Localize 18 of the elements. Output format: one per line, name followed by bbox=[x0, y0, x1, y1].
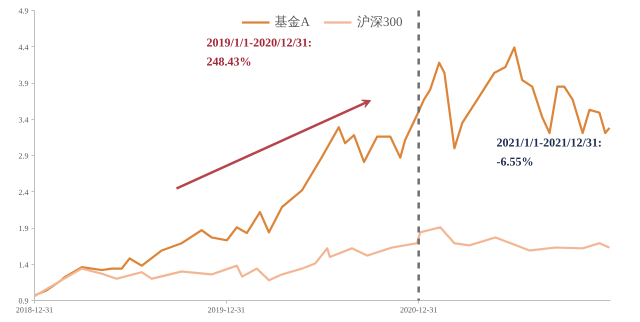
y-tick-label: 2.4 bbox=[18, 188, 28, 197]
legend-label: 沪深300 bbox=[356, 13, 402, 31]
y-tick-label: 2.9 bbox=[18, 152, 28, 160]
x-tick-label: 2018-12-31 bbox=[16, 306, 54, 314]
y-tick-label: 3.4 bbox=[18, 115, 28, 124]
annotation: 2021/1/1-2021/12/31: -6.55% bbox=[496, 136, 602, 168]
y-tick-label: 3.9 bbox=[18, 79, 28, 88]
x-tick-label: 2020-12-31 bbox=[400, 306, 438, 314]
annotation: 2019/1/1-2020/12/31: 248.43% bbox=[206, 36, 312, 68]
x-tick-label: 2019-12-31 bbox=[208, 306, 245, 314]
y-tick-label: 1.4 bbox=[18, 260, 28, 270]
y-tick-label: 1.9 bbox=[18, 224, 28, 233]
legend-label: 基金A bbox=[274, 13, 310, 31]
y-tick-label: 4.4 bbox=[18, 42, 28, 52]
line-series bbox=[34, 226, 610, 298]
y-tick-label: 0.9 bbox=[18, 296, 28, 306]
line-series bbox=[34, 46, 610, 297]
y-tick-label: 4.9 bbox=[18, 6, 28, 16]
